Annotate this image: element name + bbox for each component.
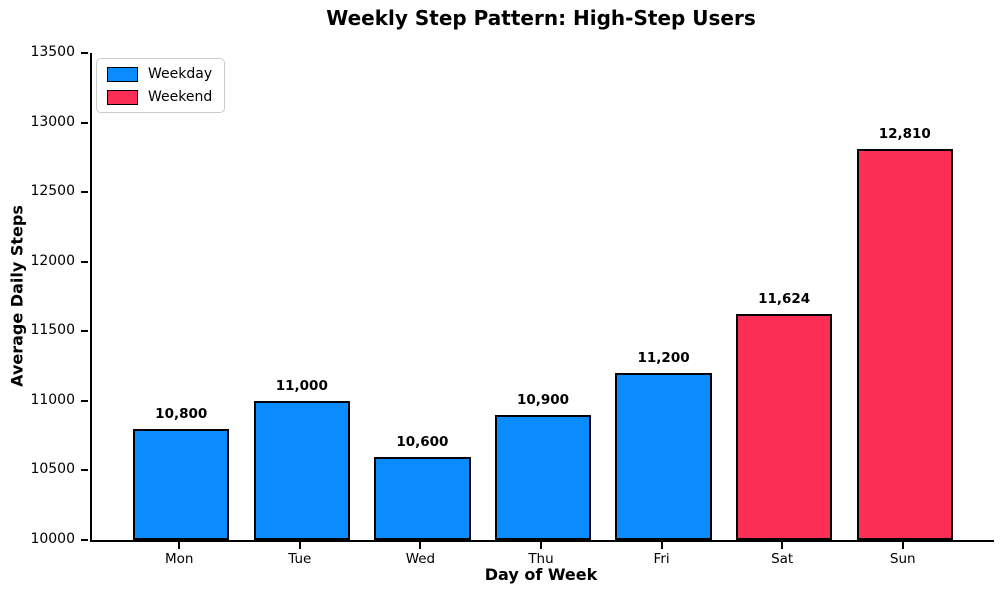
legend-entry-weekend: Weekend: [107, 89, 212, 105]
bar-sun: [856, 149, 953, 540]
y-tick-label: 11000: [30, 391, 75, 408]
legend-label-weekday: Weekday: [148, 66, 213, 82]
y-tick-label: 12500: [30, 183, 75, 200]
y-tick-mark: [81, 121, 88, 124]
legend-entry-weekday: Weekday: [107, 66, 212, 82]
x-tick-label-fri: Fri: [653, 551, 670, 567]
bar-sat: [735, 314, 833, 540]
x-tick-label-wed: Wed: [405, 551, 436, 567]
y-tick-label: 10500: [30, 461, 75, 478]
plot-area: 10,800 11,000 10,600 10,900 11,200 11,624 12,8…: [90, 53, 994, 542]
bar-value-label-thu: 10,900: [516, 391, 570, 408]
legend-label-weekend: Weekend: [148, 89, 213, 105]
bar-value-label-sun: 12,810: [878, 126, 931, 143]
y-tick-mark: [81, 330, 88, 333]
x-tick-mark: [660, 542, 663, 549]
bar-value-label-fri: 11,200: [637, 350, 690, 367]
bar-fri: [615, 373, 712, 540]
x-tick-label-mon: Mon: [165, 551, 194, 567]
y-tick-label: 13000: [30, 113, 75, 130]
legend-swatch-weekday: [107, 66, 138, 82]
y-tick-mark: [81, 52, 88, 54]
bar-value-label-mon: 10,800: [155, 405, 208, 422]
y-tick-mark: [81, 539, 88, 541]
y-tick-label: 11500: [30, 322, 75, 339]
x-tick-label-sat: Sat: [771, 551, 794, 567]
bar-value-label-tue: 11,000: [275, 377, 328, 394]
x-tick-mark: [419, 542, 422, 549]
x-tick-mark: [540, 542, 542, 549]
x-tick-label-sun: Sun: [889, 551, 916, 567]
x-tick-label-tue: Tue: [288, 551, 312, 567]
x-tick-mark: [901, 542, 904, 549]
x-tick-label-thu: Thu: [528, 551, 554, 567]
x-axis-label: Day of Week: [484, 565, 598, 584]
x-tick-mark: [178, 542, 181, 549]
y-tick-mark: [81, 469, 88, 472]
bar-mon: [133, 428, 230, 540]
y-tick-label: 13500: [30, 44, 75, 60]
x-tick-mark: [781, 542, 784, 549]
y-axis-label: Average Daily Steps: [7, 205, 27, 387]
y-tick-mark: [81, 260, 88, 263]
y-tick-mark: [81, 191, 88, 194]
y-tick-label: 12000: [30, 252, 75, 269]
bar-value-label-wed: 10,600: [396, 433, 449, 450]
legend: Weekday Weekend: [96, 58, 226, 113]
bar-thu: [494, 414, 592, 540]
y-tick-mark: [81, 399, 88, 402]
x-tick-mark: [298, 542, 301, 549]
chart-title: Weekly Step Pattern: High-Step Users: [326, 6, 756, 30]
legend-swatch-weekend: [107, 89, 138, 105]
bar-value-label-sat: 11,624: [758, 291, 811, 308]
bar-tue: [253, 400, 351, 540]
bar-wed: [374, 456, 471, 540]
y-tick-label: 10000: [30, 531, 75, 547]
